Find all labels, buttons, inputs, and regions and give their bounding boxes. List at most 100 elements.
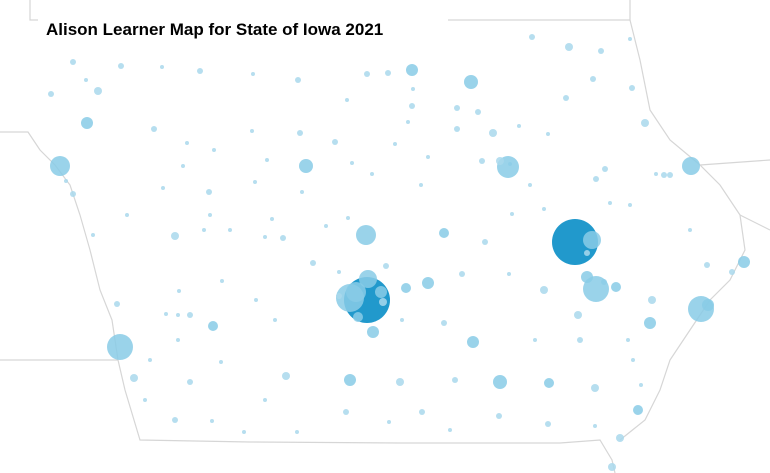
learner-bubble bbox=[590, 76, 596, 82]
learner-bubble bbox=[81, 117, 93, 129]
bubbles bbox=[48, 34, 750, 471]
learner-bubble bbox=[654, 172, 658, 176]
learner-bubble bbox=[419, 183, 423, 187]
learner-bubble bbox=[282, 372, 290, 380]
learner-bubble bbox=[337, 270, 341, 274]
learner-bubble bbox=[528, 183, 532, 187]
learner-bubble bbox=[629, 85, 635, 91]
learner-bubble bbox=[350, 161, 354, 165]
learner-bubble bbox=[177, 289, 181, 293]
learner-bubble bbox=[496, 157, 504, 165]
learner-bubble bbox=[393, 142, 397, 146]
learner-bubble bbox=[464, 75, 478, 89]
learner-bubble bbox=[400, 318, 404, 322]
learner-bubble bbox=[346, 282, 366, 302]
learner-bubble bbox=[439, 228, 449, 238]
learner-bubble bbox=[91, 233, 95, 237]
learner-bubble bbox=[608, 463, 616, 471]
learner-bubble bbox=[356, 225, 376, 245]
learner-bubble bbox=[208, 213, 212, 217]
learner-bubble bbox=[367, 326, 379, 338]
learner-bubble bbox=[332, 139, 338, 145]
learner-bubble bbox=[84, 78, 88, 82]
learner-bubble bbox=[295, 77, 301, 83]
learner-bubble bbox=[467, 336, 479, 348]
learner-bubble bbox=[265, 158, 269, 162]
learner-bubble bbox=[297, 130, 303, 136]
learner-bubble bbox=[682, 157, 700, 175]
learner-bubble bbox=[210, 419, 214, 423]
learner-bubble bbox=[187, 379, 193, 385]
learner-bubble bbox=[220, 279, 224, 283]
learner-bubble bbox=[160, 65, 164, 69]
learner-bubble bbox=[387, 420, 391, 424]
state-border bbox=[619, 19, 746, 441]
learner-bubble bbox=[353, 312, 363, 322]
learner-bubble bbox=[626, 338, 630, 342]
learner-bubble bbox=[370, 172, 374, 176]
learner-bubble bbox=[493, 375, 507, 389]
learner-bubble bbox=[379, 298, 387, 306]
learner-bubble bbox=[648, 296, 656, 304]
learner-bubble bbox=[510, 212, 514, 216]
learner-bubble bbox=[343, 409, 349, 415]
learner-bubble bbox=[507, 272, 511, 276]
learner-bubble bbox=[577, 337, 583, 343]
learner-bubble bbox=[401, 283, 411, 293]
state-border bbox=[699, 159, 770, 166]
learner-bubble bbox=[631, 358, 635, 362]
learner-bubble bbox=[667, 172, 673, 178]
learner-bubble bbox=[300, 190, 304, 194]
learner-bubble bbox=[324, 224, 328, 228]
learner-bubble bbox=[529, 34, 535, 40]
learner-bubble bbox=[409, 103, 415, 109]
learner-bubble bbox=[359, 270, 377, 288]
learner-bubble bbox=[544, 378, 554, 388]
learner-bubble bbox=[70, 59, 76, 65]
learner-bubble bbox=[448, 428, 452, 432]
learner-bubble bbox=[533, 338, 537, 342]
state-border bbox=[0, 131, 616, 473]
learner-bubble bbox=[611, 282, 621, 292]
learner-bubble bbox=[581, 271, 593, 283]
learner-bubble bbox=[181, 164, 185, 168]
learner-bubble bbox=[94, 87, 102, 95]
learner-bubble bbox=[64, 179, 68, 183]
learner-bubble bbox=[345, 98, 349, 102]
learner-bubble bbox=[280, 235, 286, 241]
learner-bubble bbox=[148, 358, 152, 362]
learner-bubble bbox=[254, 298, 258, 302]
learner-bubble bbox=[219, 360, 223, 364]
learner-bubble bbox=[161, 186, 165, 190]
learner-bubble bbox=[563, 95, 569, 101]
learner-bubble bbox=[310, 260, 316, 266]
learner-bubble bbox=[540, 286, 548, 294]
learner-bubble bbox=[479, 158, 485, 164]
learner-bubble bbox=[171, 232, 179, 240]
learner-bubble bbox=[639, 383, 643, 387]
learner-bubble bbox=[202, 228, 206, 232]
learner-bubble bbox=[641, 119, 649, 127]
learner-bubble bbox=[496, 413, 502, 419]
learner-bubble bbox=[452, 377, 458, 383]
learner-bubble bbox=[299, 159, 313, 173]
learner-bubble bbox=[517, 124, 521, 128]
learner-bubble bbox=[591, 384, 599, 392]
learner-bubble bbox=[344, 374, 356, 386]
learner-bubble bbox=[406, 120, 410, 124]
learner-bubble bbox=[187, 312, 193, 318]
learner-bubble bbox=[593, 424, 597, 428]
learner-bubble bbox=[616, 434, 624, 442]
learner-bubble bbox=[383, 263, 389, 269]
learner-bubble bbox=[263, 398, 267, 402]
learner-bubble bbox=[107, 334, 133, 360]
learner-bubble bbox=[688, 228, 692, 232]
learner-bubble bbox=[426, 155, 430, 159]
learner-bubble bbox=[593, 176, 599, 182]
learner-bubble bbox=[628, 37, 632, 41]
learner-bubble bbox=[489, 129, 497, 137]
learner-bubble bbox=[702, 299, 714, 311]
